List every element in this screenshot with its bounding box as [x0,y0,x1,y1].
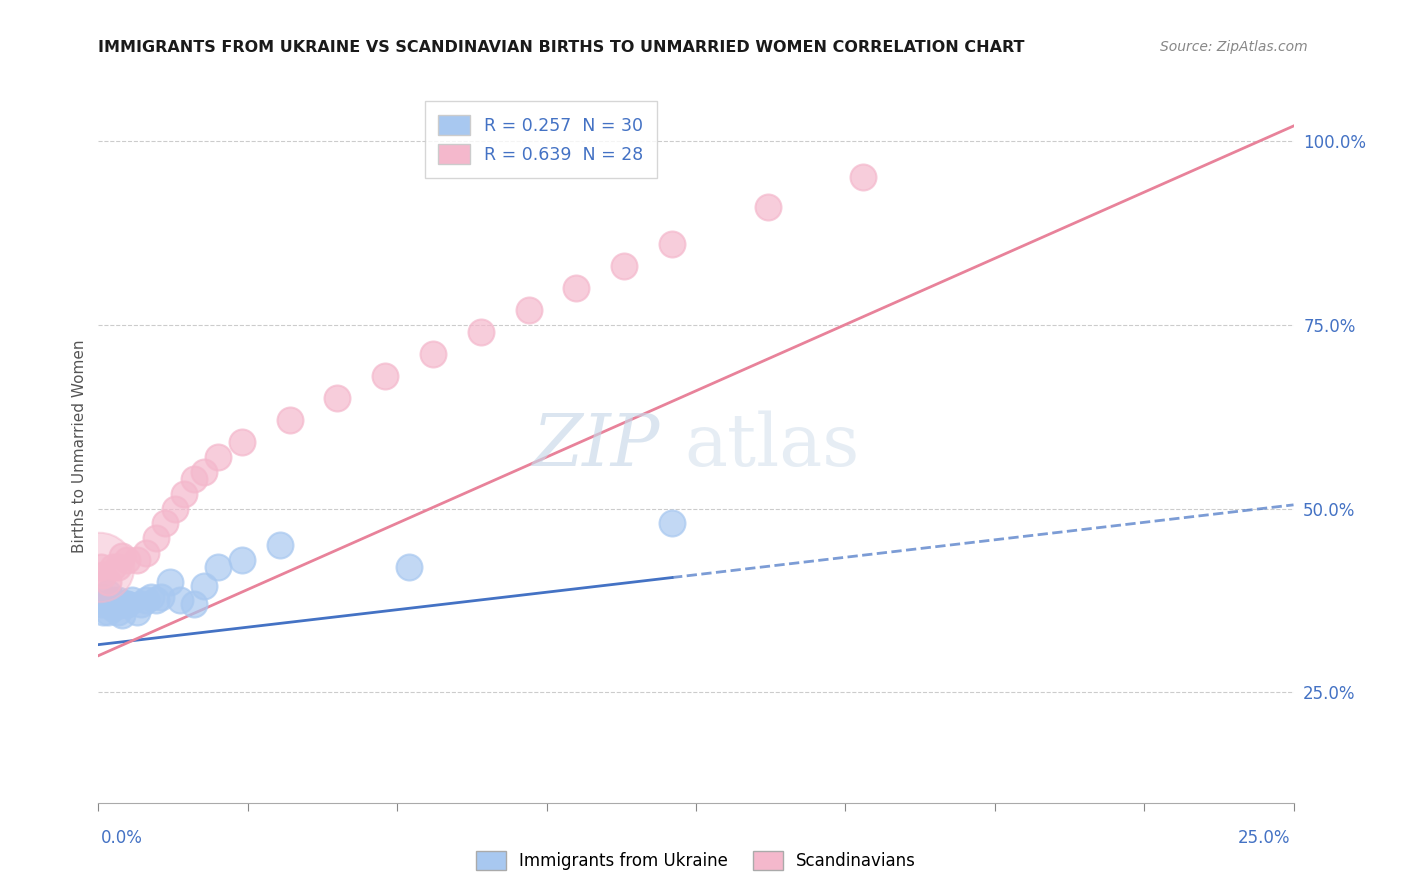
Point [97,597,120,611]
Legend: R = 0.257  N = 30, R = 0.639  N = 28: R = 0.257 N = 30, R = 0.639 N = 28 [425,102,657,178]
Point [326,391,349,405]
Point [135,546,157,560]
Point [91,567,114,582]
Point [173,487,195,501]
Point [115,597,138,611]
Point [163,501,186,516]
Point [111,597,134,611]
Point [374,369,396,384]
Point [97,575,120,590]
Point [111,608,134,623]
Point [661,516,683,531]
Point [89,560,111,574]
Point [517,302,540,317]
Point [101,593,124,607]
Point [135,593,157,607]
Point [125,553,148,567]
Point [169,593,191,607]
Point [121,593,143,607]
Point [107,605,129,619]
Point [661,236,683,251]
Point [398,560,420,574]
Point [183,472,205,486]
Text: ZIP: ZIP [533,410,661,482]
Point [145,593,167,607]
Point [101,560,124,574]
Text: 0.0%: 0.0% [101,829,143,847]
Point [115,597,138,611]
Point [207,560,229,574]
Point [90,560,112,574]
Point [565,281,588,295]
Point [139,590,162,604]
Text: Source: ZipAtlas.com: Source: ZipAtlas.com [1160,40,1308,54]
Point [159,575,181,590]
Point [115,553,138,567]
Point [91,590,114,604]
Point [155,516,177,531]
Point [101,600,124,615]
Point [97,586,120,600]
Point [125,605,148,619]
Point [145,531,167,545]
Point [231,553,253,567]
Point [470,325,492,339]
Point [756,200,779,214]
Point [269,538,291,552]
Point [97,605,120,619]
Point [852,170,875,185]
Point [91,605,114,619]
Point [149,590,172,604]
Point [131,597,153,611]
Point [207,450,229,464]
Point [107,560,129,574]
Point [90,597,112,611]
Point [278,413,301,427]
Point [193,579,215,593]
Point [183,597,205,611]
Y-axis label: Births to Unmarried Women: Births to Unmarried Women [72,339,87,553]
Text: atlas: atlas [685,410,859,482]
Text: 25.0%: 25.0% [1239,829,1291,847]
Text: IMMIGRANTS FROM UKRAINE VS SCANDINAVIAN BIRTHS TO UNMARRIED WOMEN CORRELATION CH: IMMIGRANTS FROM UKRAINE VS SCANDINAVIAN … [98,40,1025,55]
Point [231,435,253,450]
Point [107,593,129,607]
Point [613,259,636,273]
Point [111,549,134,564]
Point [193,465,215,479]
Point [422,347,444,361]
